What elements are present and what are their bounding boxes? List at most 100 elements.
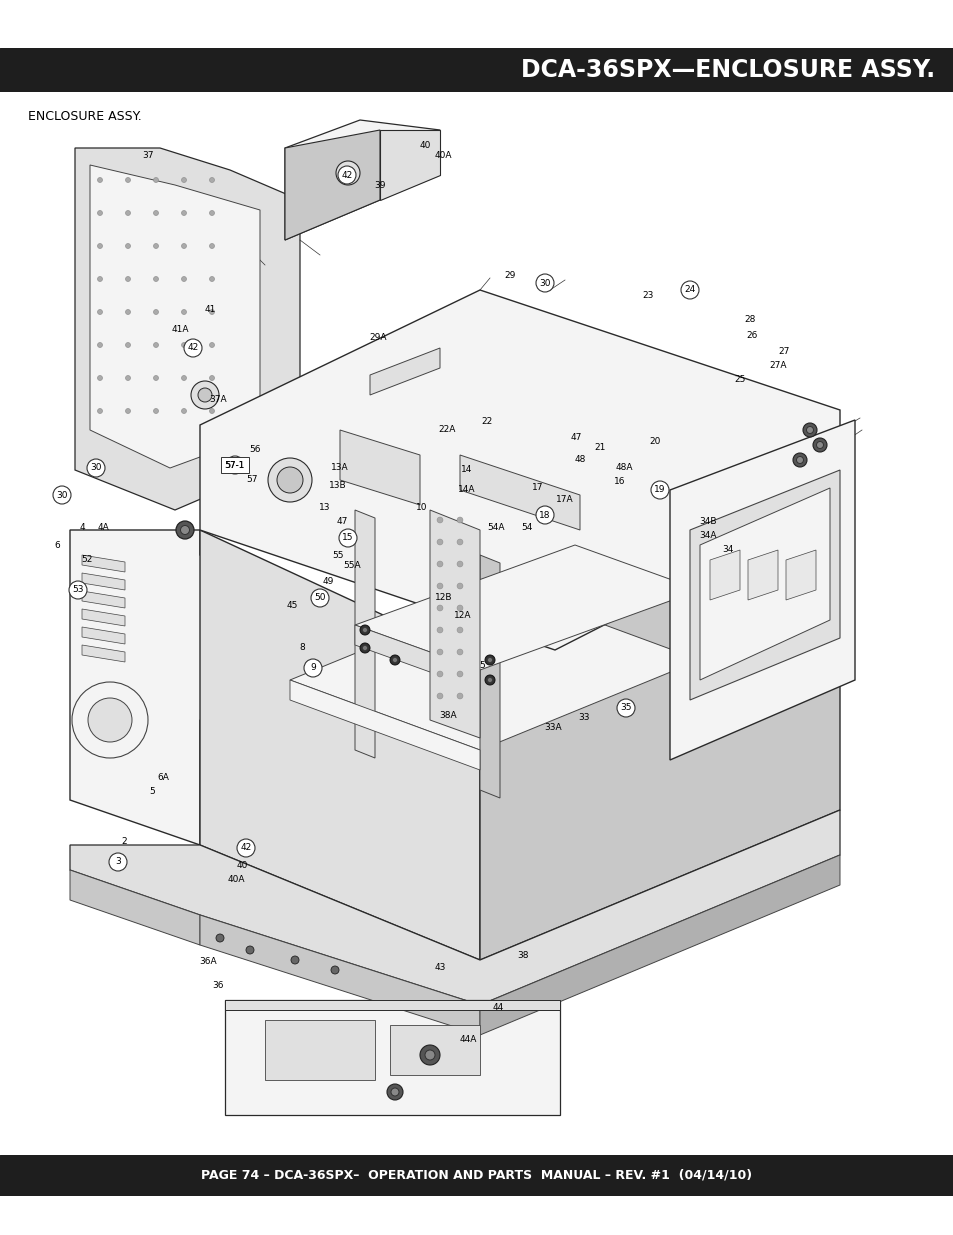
Circle shape [456, 627, 462, 634]
Text: 22: 22 [481, 417, 492, 426]
Text: 13A: 13A [331, 463, 349, 473]
Text: 43: 43 [434, 963, 445, 972]
Circle shape [487, 657, 492, 662]
Polygon shape [82, 573, 125, 590]
Text: 45: 45 [286, 600, 297, 610]
Polygon shape [379, 130, 439, 200]
Circle shape [181, 277, 186, 282]
Text: 23: 23 [641, 290, 653, 300]
Text: 20: 20 [649, 437, 660, 447]
Text: 5: 5 [478, 661, 484, 669]
Circle shape [126, 310, 131, 315]
Circle shape [436, 538, 442, 545]
Circle shape [97, 375, 102, 380]
Circle shape [362, 627, 367, 632]
Text: 18: 18 [538, 510, 550, 520]
Text: 34: 34 [721, 546, 733, 555]
Polygon shape [82, 592, 125, 608]
Circle shape [97, 310, 102, 315]
Text: 30: 30 [538, 279, 550, 288]
Circle shape [484, 676, 495, 685]
Text: 16: 16 [614, 478, 625, 487]
Polygon shape [75, 148, 299, 510]
Polygon shape [689, 471, 840, 700]
Text: 13B: 13B [329, 480, 347, 489]
Polygon shape [479, 855, 840, 1035]
Text: 6A: 6A [157, 773, 169, 783]
Polygon shape [82, 555, 125, 572]
Polygon shape [339, 430, 419, 505]
Circle shape [424, 1050, 435, 1060]
Circle shape [198, 388, 212, 403]
Text: 38A: 38A [438, 710, 456, 720]
Circle shape [226, 456, 244, 474]
Circle shape [87, 459, 105, 477]
Text: 5: 5 [149, 788, 154, 797]
Circle shape [210, 210, 214, 215]
Text: 57-1: 57-1 [225, 461, 244, 469]
Circle shape [391, 1088, 398, 1095]
Circle shape [181, 210, 186, 215]
Text: 33: 33 [578, 714, 589, 722]
Text: 36A: 36A [199, 957, 216, 967]
Circle shape [796, 457, 802, 463]
Polygon shape [290, 680, 479, 769]
Circle shape [436, 693, 442, 699]
Text: 14A: 14A [457, 485, 476, 494]
Polygon shape [70, 530, 230, 845]
Text: 34B: 34B [699, 517, 716, 526]
Text: 54: 54 [520, 524, 532, 532]
Polygon shape [70, 810, 840, 1005]
Circle shape [181, 178, 186, 183]
Text: 26: 26 [745, 331, 757, 340]
Text: 40A: 40A [434, 151, 452, 159]
Text: 47: 47 [570, 433, 581, 442]
Circle shape [436, 650, 442, 655]
Text: 44: 44 [492, 1004, 503, 1013]
Text: 17: 17 [532, 483, 543, 493]
Circle shape [210, 375, 214, 380]
Polygon shape [225, 1000, 559, 1115]
Circle shape [236, 839, 254, 857]
Text: 48A: 48A [615, 463, 632, 473]
Text: 28: 28 [743, 315, 755, 325]
Circle shape [184, 338, 202, 357]
Text: ENCLOSURE ASSY.: ENCLOSURE ASSY. [28, 110, 142, 124]
Circle shape [436, 627, 442, 634]
Circle shape [338, 529, 356, 547]
Text: 42: 42 [187, 343, 198, 352]
Text: 53: 53 [72, 585, 84, 594]
Circle shape [210, 310, 214, 315]
Polygon shape [355, 545, 700, 671]
Circle shape [153, 409, 158, 414]
Text: 17A: 17A [556, 495, 573, 505]
Text: 55: 55 [332, 551, 343, 559]
Circle shape [456, 693, 462, 699]
Polygon shape [285, 120, 439, 240]
Circle shape [71, 682, 148, 758]
Text: 40A: 40A [227, 876, 245, 884]
Text: 30: 30 [91, 463, 102, 473]
Circle shape [153, 243, 158, 248]
Circle shape [126, 210, 131, 215]
Circle shape [181, 342, 186, 347]
Circle shape [362, 646, 367, 651]
Circle shape [153, 277, 158, 282]
Text: 48: 48 [574, 456, 585, 464]
Circle shape [456, 538, 462, 545]
Text: 4: 4 [79, 524, 85, 532]
Circle shape [436, 583, 442, 589]
Text: 9: 9 [310, 663, 315, 673]
Circle shape [456, 517, 462, 522]
Text: 34A: 34A [699, 531, 716, 540]
Text: 6: 6 [54, 541, 60, 550]
Circle shape [97, 409, 102, 414]
Circle shape [97, 178, 102, 183]
Circle shape [181, 409, 186, 414]
Circle shape [53, 487, 71, 504]
Circle shape [210, 277, 214, 282]
Circle shape [419, 1045, 439, 1065]
Circle shape [456, 583, 462, 589]
Circle shape [812, 438, 826, 452]
Text: 27: 27 [778, 347, 789, 357]
